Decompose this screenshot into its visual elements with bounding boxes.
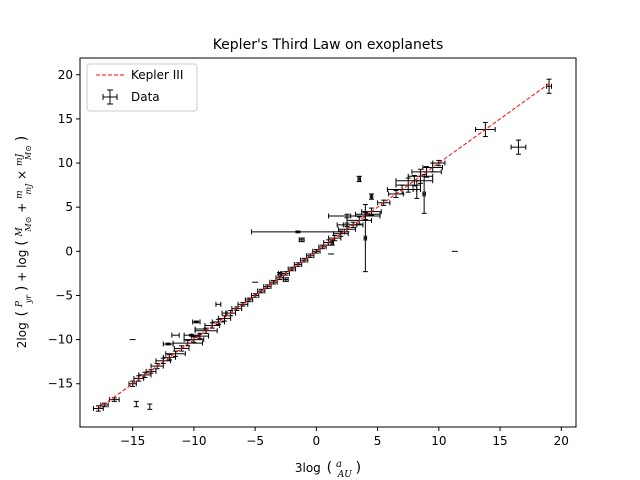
data-point — [356, 175, 362, 183]
data-point — [162, 341, 174, 347]
y-tick-label: −15 — [48, 377, 73, 391]
y-axis-label: 2log ( P yr ) + log ( M M⊙ + m mJ × mJ M… — [11, 136, 34, 348]
data-point — [165, 350, 186, 357]
fit-layer — [98, 83, 550, 409]
x-tick-label: 20 — [554, 434, 569, 448]
y-tick-label: 0 — [65, 244, 73, 258]
data-layer — [92, 78, 553, 412]
data-point — [277, 270, 283, 276]
legend-box — [86, 63, 198, 112]
data-point — [171, 332, 180, 338]
data-point — [133, 400, 139, 408]
data-point — [328, 213, 366, 219]
data-point — [215, 301, 222, 307]
chart-title: Kepler's Third Law on exoplanets — [213, 37, 444, 53]
data-point — [298, 237, 305, 243]
x-tick-label: −10 — [181, 434, 206, 448]
data-point — [510, 139, 527, 155]
legend: Kepler III Data — [86, 63, 198, 112]
legend-label-data: Data — [131, 90, 160, 104]
kepler-fit-line — [98, 83, 550, 409]
x-tick-label: −5 — [246, 434, 264, 448]
y-tick-label: 15 — [58, 112, 73, 126]
data-point — [421, 174, 427, 214]
data-point — [432, 159, 446, 167]
svg-text:3log ( a AU: 3log ( a AU ) — [295, 456, 361, 480]
x-tick-label: 10 — [431, 434, 446, 448]
y-tick-label: 20 — [58, 68, 73, 82]
data-point — [546, 78, 553, 94]
y-tick-label: 5 — [65, 200, 73, 214]
x-axis: −15 −10 −5 0 5 10 15 20 — [120, 427, 569, 448]
y-axis: −15 −10 −5 0 5 10 15 20 — [48, 68, 80, 391]
x-tick-label: 0 — [313, 434, 321, 448]
data-point — [329, 239, 335, 246]
x-axis-label: 3log ( a AU ) — [295, 456, 361, 480]
y-tick-label: −10 — [48, 333, 73, 347]
data-point — [221, 310, 228, 316]
data-point — [257, 288, 266, 294]
data-point — [282, 277, 289, 283]
data-point — [145, 368, 157, 374]
x-tick-label: 15 — [492, 434, 507, 448]
legend-label-kepler: Kepler III — [131, 68, 183, 82]
x-tick-label: −15 — [120, 434, 145, 448]
plot-frame — [79, 57, 577, 428]
data-point — [250, 229, 346, 235]
data-point — [192, 319, 201, 325]
x-tick-label: 5 — [374, 434, 382, 448]
legend-swatch-data — [102, 89, 118, 105]
data-point — [368, 193, 374, 200]
data-point — [412, 180, 421, 199]
svg-text:2log ( P yr: 2log ( P yr ) + log ( M M⊙ + m mJ × mJ M… — [11, 136, 34, 348]
y-tick-label: −5 — [55, 288, 73, 302]
data-point — [194, 326, 206, 332]
y-tick-label: 10 — [58, 156, 73, 170]
data-point — [183, 332, 200, 338]
data-point — [147, 403, 153, 410]
